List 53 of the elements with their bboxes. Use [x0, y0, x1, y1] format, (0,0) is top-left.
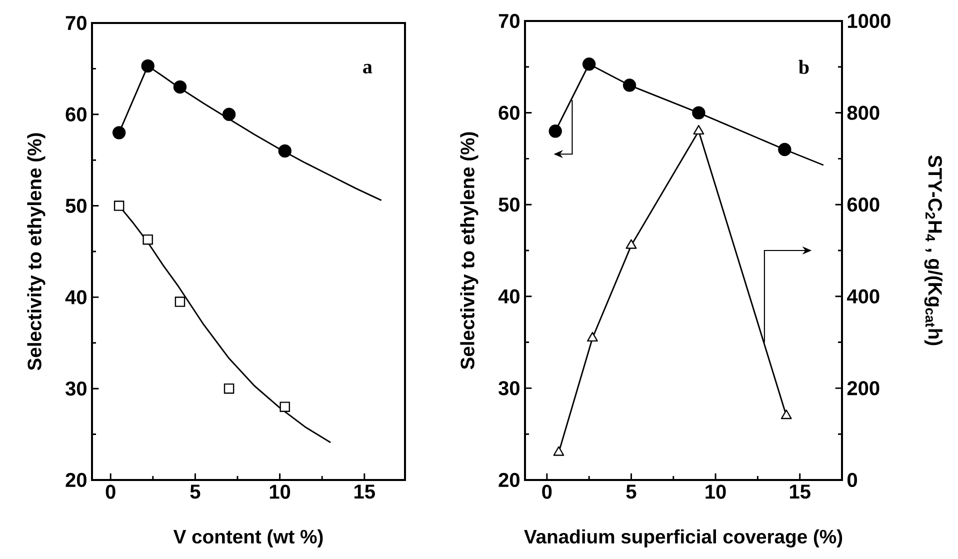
point: [692, 106, 706, 120]
point: [173, 80, 187, 94]
y-tick-label: 20: [66, 472, 86, 488]
y-axis-title: Selectivity to ethylene (%): [460, 132, 478, 370]
point: [582, 58, 596, 71]
y2-tick-label: 600: [847, 198, 880, 212]
annotation: a: [363, 64, 372, 74]
x-axis-title: V content (wt %): [173, 529, 323, 548]
point: [142, 234, 153, 245]
point: [626, 239, 637, 249]
x-tick-label: 10: [270, 484, 290, 499]
point: [548, 124, 562, 138]
point: [141, 59, 154, 73]
y2-tick-label: 800: [847, 106, 880, 120]
y2-tick-label: 200: [847, 381, 880, 396]
point: [224, 383, 234, 394]
x-tick-label: 0: [542, 484, 552, 499]
y2-tick-label: 1000: [848, 14, 890, 28]
y2-tick-label: 0: [848, 472, 857, 488]
y2-axis-title: STY-C$_{2}$H$_{4}$ , g/(Kg$_{cat}$h): [924, 155, 942, 346]
y-tick-label: 30: [498, 381, 520, 396]
x-tick-label: 15: [354, 484, 375, 499]
annotation: b: [798, 60, 809, 74]
x-axis-title: Vanadium superficial coverage (%): [524, 529, 842, 548]
point: [114, 200, 124, 211]
x-tick-label: 5: [626, 484, 636, 499]
point: [622, 78, 636, 92]
y-tick-label: 20: [498, 472, 520, 488]
y-tick-label: 40: [498, 289, 520, 304]
y-tick-label: 50: [66, 198, 86, 213]
point: [174, 296, 186, 307]
point: [280, 402, 290, 412]
point: [222, 108, 236, 121]
y-tick-label: 30: [66, 381, 86, 396]
y2-tick-label: 400: [847, 289, 880, 304]
point: [693, 124, 704, 135]
point: [778, 142, 792, 156]
y-axis-title: Selectivity to ethylene (%): [27, 133, 46, 370]
x-tick-label: 0: [106, 484, 116, 499]
point: [586, 332, 598, 342]
point: [780, 410, 792, 420]
y-tick-label: 60: [498, 106, 520, 120]
y-tick-label: 60: [66, 107, 86, 122]
x-tick-label: 15: [790, 484, 810, 499]
x-tick-label: 10: [706, 484, 726, 499]
point: [553, 446, 564, 456]
point: [112, 126, 126, 140]
y-tick-label: 70: [66, 16, 86, 30]
y-tick-label: 50: [498, 198, 520, 212]
y-tick-label: 40: [65, 290, 86, 304]
point: [278, 144, 292, 158]
x-tick-label: 5: [190, 484, 200, 499]
y-tick-label: 70: [498, 14, 520, 28]
